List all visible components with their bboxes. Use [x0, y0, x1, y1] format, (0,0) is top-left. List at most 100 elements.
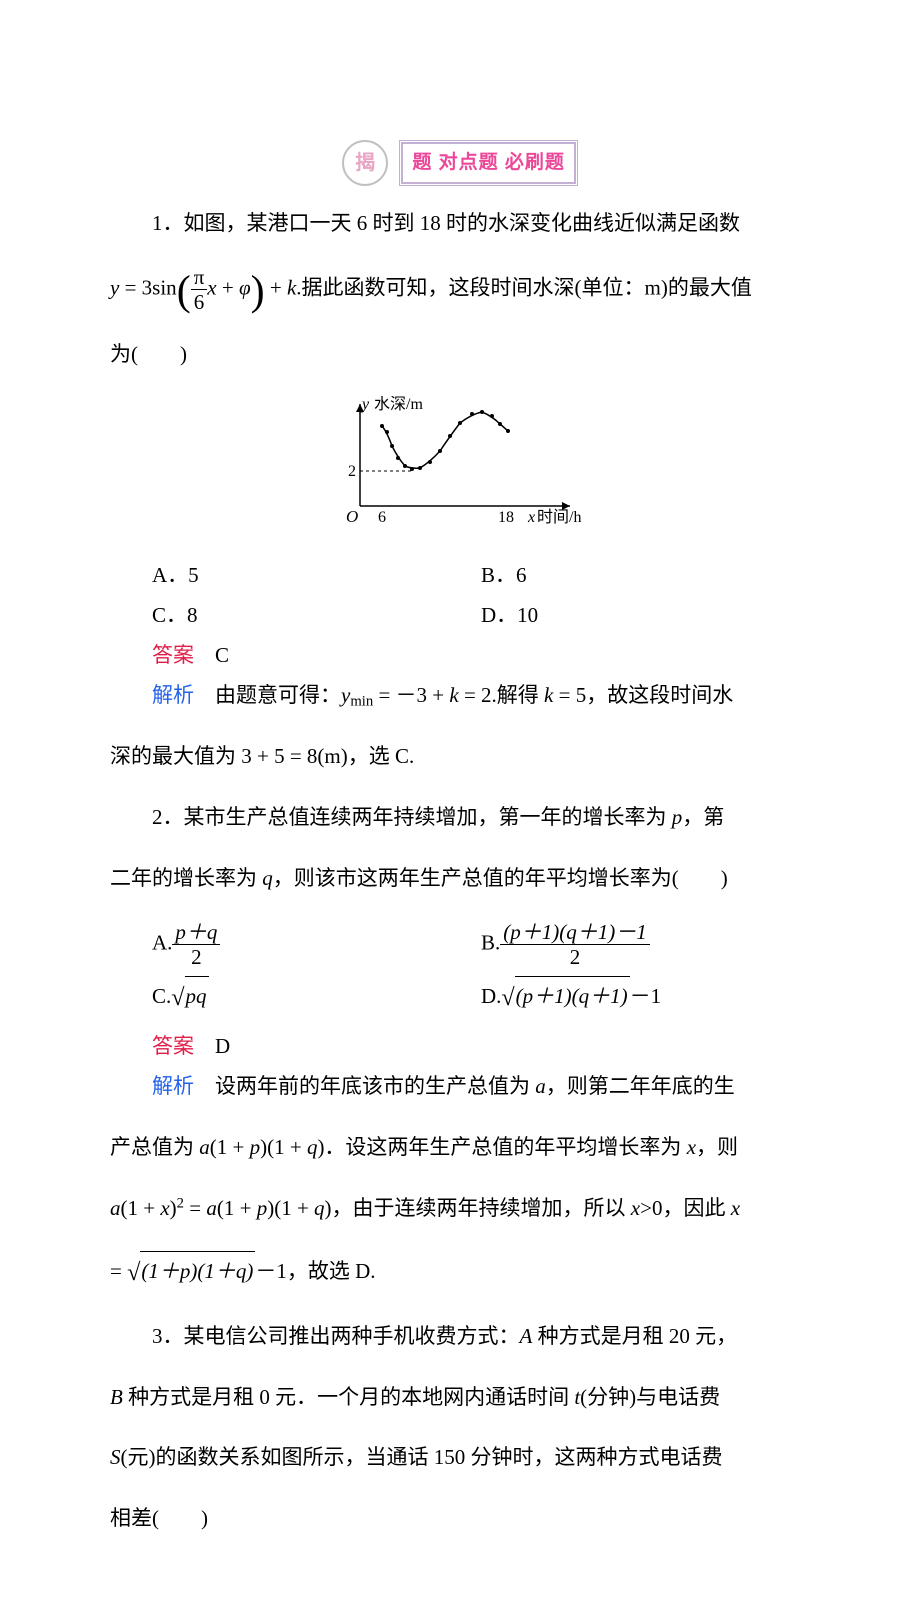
q2-l3x2: x	[631, 1196, 640, 1220]
optD-suffix: －1	[630, 984, 662, 1008]
optC-label: C.	[152, 984, 171, 1008]
q2-l3a1: a	[110, 1196, 121, 1220]
badge-char: 揭	[355, 144, 375, 182]
x-tick-18: 18	[498, 509, 514, 526]
q2-l2-a1: a	[199, 1135, 210, 1159]
q2-x: x	[687, 1135, 696, 1159]
x-tick-6: 6	[378, 509, 386, 526]
q2-answer: 答案 D	[110, 1027, 810, 1067]
q1-expl-min: min	[350, 693, 373, 709]
q1-opt-c: C．8	[152, 596, 481, 636]
answer-label: 答案	[152, 644, 194, 667]
q2-l4rad: (1＋p)(1＋q)	[140, 1251, 255, 1292]
q2-l3q: q	[314, 1196, 325, 1220]
q3-A: A	[520, 1324, 533, 1348]
q1-answer-val: C	[194, 643, 229, 667]
badge-circle: 揭	[342, 140, 388, 186]
q2-a: a	[535, 1074, 546, 1098]
q2-expl-l4: = √(1＋p)(1＋q)－1，故选 D.	[110, 1250, 810, 1296]
optD-sqrt: √(p＋1)(q＋1)	[501, 975, 629, 1021]
q2-l3g: >0，因此	[640, 1196, 731, 1220]
radical-icon: √	[501, 975, 514, 1021]
q2-l3b: )	[170, 1196, 177, 1220]
optD-rad: (p＋1)(q＋1)	[515, 976, 630, 1017]
q2-l4sqrt: √(1＋p)(1＋q)	[127, 1250, 255, 1296]
q1-expl-k2: k	[544, 683, 553, 707]
q3-line2: B 种方式是月租 0 元．一个月的本地网内通话时间 t(分钟)与电话费	[110, 1378, 810, 1418]
origin-label: O	[346, 507, 358, 526]
q1-opt-d: D．10	[481, 596, 810, 636]
lparen: (	[177, 268, 191, 314]
q2-l3f: )，由于连续两年持续增加，所以	[325, 1196, 631, 1220]
q2-l3sup: 2	[177, 1195, 184, 1211]
optD-label: D.	[481, 984, 501, 1008]
q2-p: p	[672, 805, 683, 829]
q3-line1: 3．某电信公司推出两种手机收费方式：A 种方式是月租 20 元，	[110, 1317, 810, 1357]
q2-opt-d: D.√(p＋1)(q＋1)－1	[481, 975, 810, 1021]
q2-opt-b: B.(p＋1)(q＋1)－12	[481, 920, 810, 969]
q3-line4: 相差( )	[110, 1499, 810, 1539]
q1-chart: 2 O 6 18 y 水深/m x 时间/h	[110, 396, 810, 550]
q2-text-a: ．某市生产总值连续两年持续增加，第一年的增长率为	[163, 805, 672, 829]
q2-l3e: )(1 +	[267, 1196, 314, 1220]
q1-options: A．5 B．6 C．8 D．10	[110, 556, 810, 636]
x-var: x	[527, 509, 535, 526]
q1-phi: φ	[239, 275, 251, 299]
q2-l3p: p	[257, 1196, 268, 1220]
q2-l3a: (1 +	[121, 1196, 161, 1220]
q2-l2a2: 产总值为	[110, 1135, 199, 1159]
q1-plus2: +	[265, 275, 287, 299]
q2-l4b: －1，故选 D.	[255, 1259, 375, 1283]
q2-line1: 2．某市生产总值连续两年持续增加，第一年的增长率为 p，第	[110, 798, 810, 838]
optB-label: B.	[481, 930, 500, 954]
q1-suffix: .据此函数可知，这段时间水深(单位：m)的最大值	[296, 275, 752, 299]
q1-line3: 为( )	[110, 335, 810, 375]
q2-l2b: ，则该市这两年生产总值的年平均增长率为( )	[273, 866, 728, 890]
q3-l2a: 种方式是月租 0 元．一个月的本地网内通话时间	[123, 1385, 575, 1409]
q2-l2q: q	[307, 1135, 318, 1159]
q1-number: 1	[152, 211, 163, 235]
rparen: )	[251, 268, 265, 314]
q2-number: 2	[152, 805, 163, 829]
q3-S: S	[110, 1445, 121, 1469]
optC-sqrt: √pq	[171, 975, 208, 1021]
q1-expl-c: = 2.解得	[459, 683, 544, 707]
q1-y: y	[110, 275, 119, 299]
q3-l2b: (分钟)与电话费	[580, 1385, 720, 1409]
q2-ea: 设两年前的年底该市的生产总值为	[194, 1074, 535, 1098]
q1-eq1: = 3sin	[119, 275, 176, 299]
q2-eb: ，则第二年年底的生	[546, 1074, 735, 1098]
q1-frac: π6	[191, 265, 208, 314]
y-tick-2: 2	[348, 463, 356, 480]
q1-expl-b: = －3 +	[373, 683, 449, 707]
q2-l3a2: a	[206, 1196, 217, 1220]
q2-expl-l3: a(1 + x)2 = a(1 + p)(1 + q)，由于连续两年持续增加，所…	[110, 1189, 810, 1229]
q2-l2p: p	[250, 1135, 261, 1159]
q1-expl-line2: 深的最大值为 3 + 5 = 8(m)，选 C.	[110, 737, 810, 777]
q3-number: 3	[152, 1324, 163, 1348]
badge-text: 题 对点题 必刷题	[399, 140, 578, 186]
q1-intro: ．如图，某港口一天 6 时到 18 时的水深变化曲线近似满足函数	[163, 211, 741, 235]
q2-l3d: (1 +	[217, 1196, 257, 1220]
optA-num: p＋q	[172, 920, 220, 944]
q2-text-b: ，第	[682, 805, 724, 829]
q1-frac-num: π	[191, 265, 208, 289]
y-var: y	[360, 396, 370, 413]
q3-l3a: (元)的函数关系如图所示，当通话 150 分钟时，这两种方式电话费	[121, 1445, 723, 1469]
q2-l3c: =	[184, 1196, 206, 1220]
y-unit: 水深/m	[374, 396, 423, 413]
q2-l3x3: x	[731, 1196, 740, 1220]
expl-label: 解析	[152, 1075, 194, 1098]
expl-label: 解析	[152, 684, 194, 707]
q2-expl-l1: 解析 设两年前的年底该市的生产总值为 a，则第二年年底的生	[110, 1067, 810, 1107]
q2-options: A.p＋q2 B.(p＋1)(q＋1)－12 C.√pq D.√(p＋1)(q＋…	[110, 920, 810, 1027]
q1-expl-y: y	[341, 683, 350, 707]
optA-label: A.	[152, 930, 172, 954]
optB-den: 2	[500, 944, 649, 969]
q2-opt-a: A.p＋q2	[152, 920, 481, 969]
q1-expl-a: 由题意可得：	[194, 683, 341, 707]
optA-den: 2	[172, 944, 220, 969]
q2-q: q	[262, 866, 273, 890]
answer-label: 答案	[152, 1035, 194, 1058]
q2-l2b2: (1 +	[210, 1135, 250, 1159]
